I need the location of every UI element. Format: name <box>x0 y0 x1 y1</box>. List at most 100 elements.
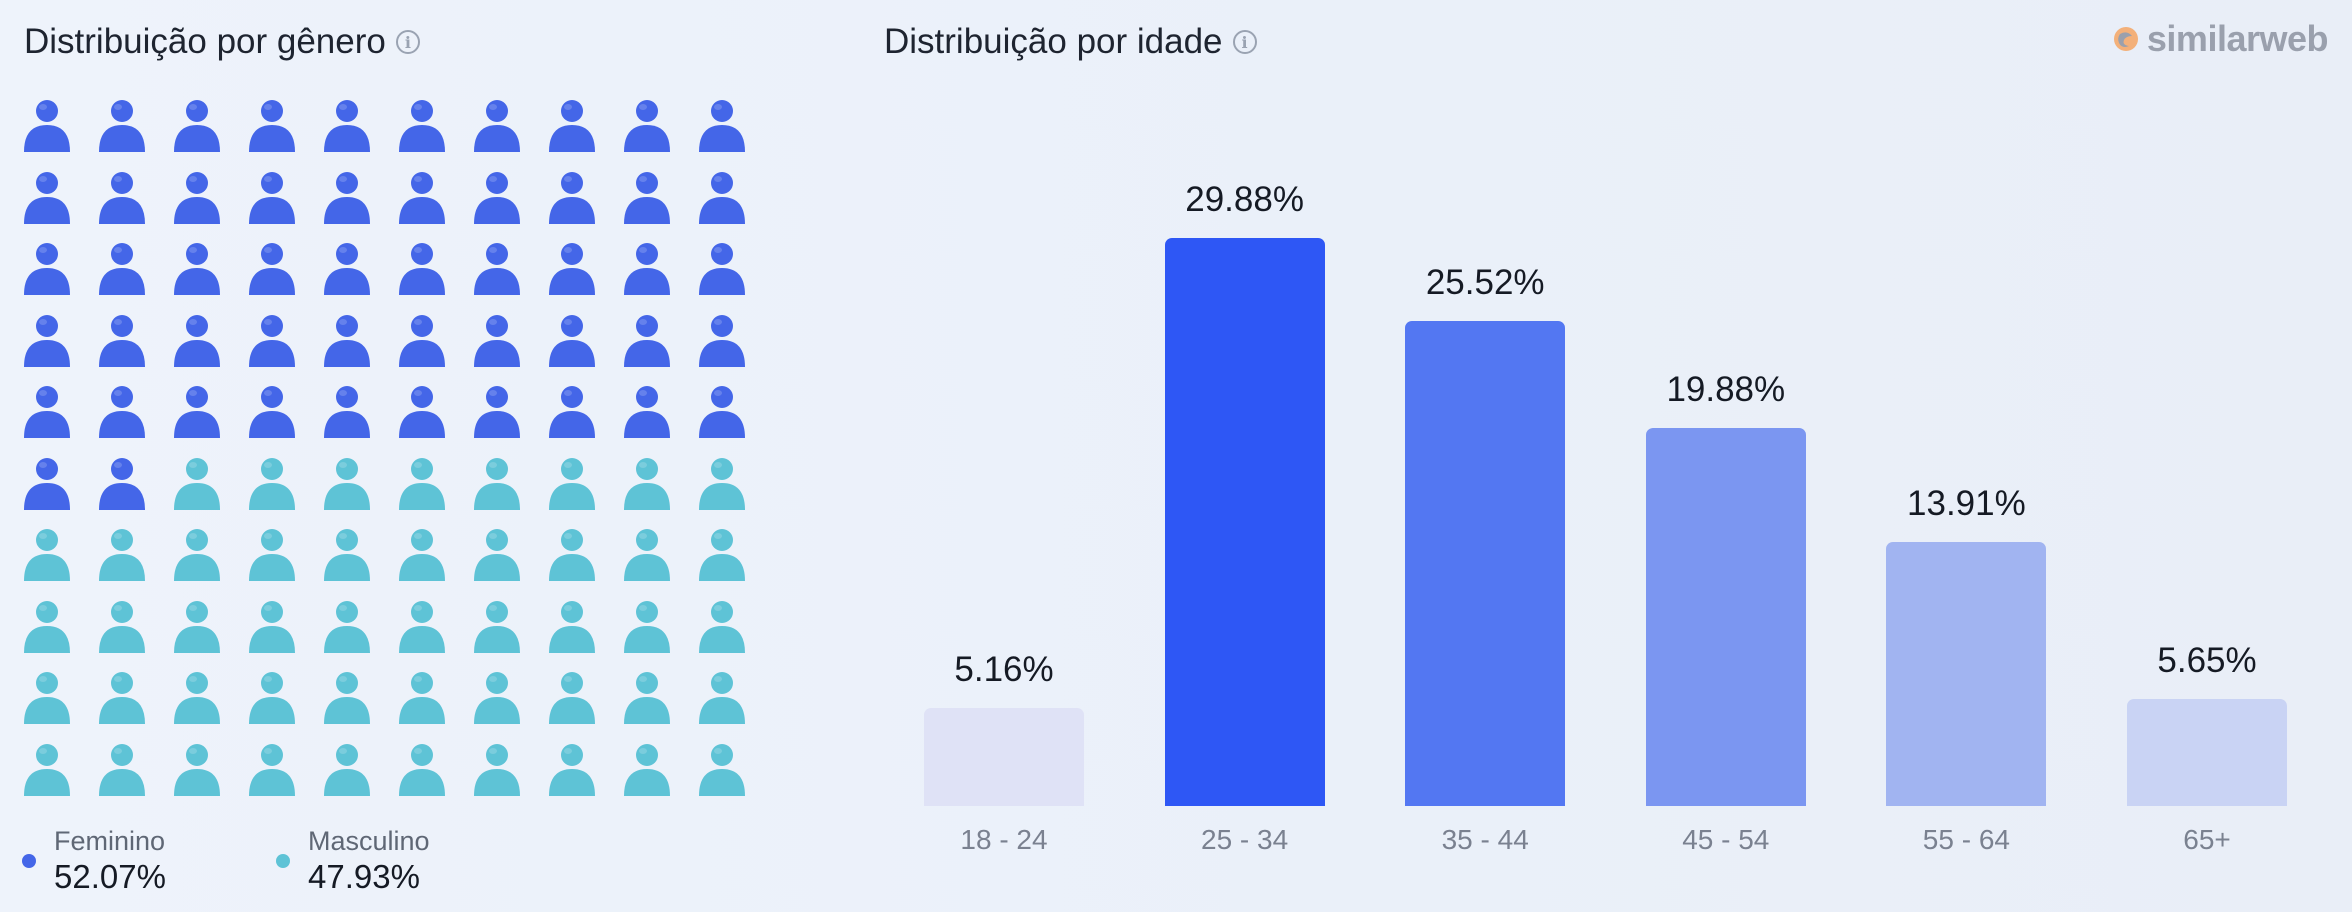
person-icon-female <box>324 171 370 224</box>
person-icon-male <box>474 600 520 653</box>
person-icon-male <box>174 600 220 653</box>
person-icon-female <box>174 171 220 224</box>
person-icon-female <box>99 171 145 224</box>
person-icon-male <box>174 672 220 724</box>
person-icon-male <box>624 529 670 581</box>
person-icon-female <box>474 243 520 295</box>
person-icon-female <box>99 314 145 367</box>
person-icon-male <box>699 743 745 796</box>
gender-title-text: Distribuição por gênero <box>24 22 386 61</box>
similarweb-logo: similarweb <box>2111 18 2329 60</box>
person-icon-female <box>249 386 295 438</box>
bar-value-label: 25.52% <box>1425 262 1545 302</box>
person-icon-male <box>24 672 70 724</box>
bar-55-64[interactable] <box>1886 541 2047 806</box>
bar-value-label: 5.16% <box>954 649 1054 689</box>
person-icon-female <box>699 171 745 224</box>
person-icon-female <box>174 314 220 367</box>
bar-value-label: 29.88% <box>1185 180 1304 219</box>
info-icon[interactable]: i <box>1232 30 1257 54</box>
person-icon-female <box>624 386 670 438</box>
person-icon-male <box>399 529 445 581</box>
person-icon-female <box>249 171 295 224</box>
person-icon-male <box>549 457 595 510</box>
person-icon-male <box>174 529 220 581</box>
bar-18-24[interactable] <box>924 707 1084 806</box>
bar-value-label: 13.91% <box>1907 483 2026 523</box>
person-icon-male <box>624 600 670 653</box>
person-icon-male <box>99 600 145 653</box>
person-icon-male <box>474 529 520 581</box>
person-icon-female <box>99 100 145 152</box>
person-icon-female <box>549 386 595 438</box>
person-icon-male <box>99 672 145 724</box>
age-chart-title: Distribuição por idade i <box>884 22 1257 62</box>
legend-dot-male <box>276 854 290 868</box>
legend-dot-female <box>22 854 36 868</box>
person-icon-female <box>399 386 445 438</box>
x-axis-tick-label: 65+ <box>2183 824 2231 855</box>
person-icon-female <box>174 243 220 295</box>
person-icon-female <box>624 100 670 152</box>
person-icon-female <box>399 314 445 367</box>
legend-label-male: Masculino <box>308 826 430 856</box>
similarweb-logo-icon <box>2113 27 2138 51</box>
bar-value-label: 5.65% <box>2157 640 2257 680</box>
person-icon-male <box>249 600 295 653</box>
gender-pictogram <box>22 96 752 796</box>
person-icon-female <box>549 171 595 224</box>
info-icon[interactable]: i <box>395 30 420 54</box>
legend-label-female: Feminino <box>54 826 166 856</box>
person-icon-female <box>174 386 220 438</box>
person-icon-female <box>699 243 745 295</box>
person-icon-male <box>249 529 295 581</box>
person-icon-male <box>399 457 445 510</box>
person-icon-female <box>99 386 145 438</box>
legend-value-female: 52.07% <box>54 858 166 895</box>
person-icon-female <box>474 100 520 152</box>
person-icon-male <box>624 672 670 724</box>
person-icon-male <box>324 743 370 796</box>
legend-value-male: 47.93% <box>308 858 420 895</box>
person-icon-female <box>399 243 445 295</box>
person-icon-male <box>699 600 745 653</box>
person-icon-male <box>474 672 520 724</box>
person-icon-female <box>549 100 595 152</box>
person-icon-female <box>624 171 670 224</box>
person-icon-male <box>624 457 670 510</box>
bar-65plus[interactable] <box>2127 698 2287 806</box>
person-icon-male <box>24 743 70 796</box>
person-icon-male <box>99 743 145 796</box>
person-icon-female <box>324 243 370 295</box>
person-icon-male <box>549 600 595 653</box>
bar-25-34[interactable] <box>1164 238 1325 806</box>
gender-chart-title: Distribuição por gênero i <box>24 22 420 62</box>
person-icon-male <box>699 529 745 581</box>
person-icon-female <box>99 457 145 510</box>
person-icon-female <box>399 171 445 224</box>
person-icon-female <box>174 100 220 152</box>
person-icon-male <box>549 743 595 796</box>
person-icon-female <box>474 386 520 438</box>
bar-35-44[interactable] <box>1405 320 1566 806</box>
person-icon-male <box>399 672 445 724</box>
person-icon-female <box>324 386 370 438</box>
person-icon-female <box>24 457 70 510</box>
person-icon-male <box>24 600 70 653</box>
person-icon-male <box>249 743 295 796</box>
person-icon-female <box>249 314 295 367</box>
person-icon-female <box>474 171 520 224</box>
bar-45-54[interactable] <box>1645 428 1806 806</box>
person-icon-male <box>474 743 520 796</box>
person-icon-male <box>174 743 220 796</box>
person-icon-female <box>624 314 670 367</box>
person-icon-male <box>249 672 295 724</box>
person-icon-male <box>699 457 745 510</box>
person-icon-male <box>24 529 70 581</box>
x-axis-tick-label: 35 - 44 <box>1441 824 1529 855</box>
person-icon-female <box>699 314 745 367</box>
person-icon-male <box>324 457 370 510</box>
logo-text: similarweb <box>2146 18 2329 59</box>
person-icon-male <box>249 457 295 510</box>
x-axis-tick-label: 25 - 34 <box>1201 824 1289 855</box>
